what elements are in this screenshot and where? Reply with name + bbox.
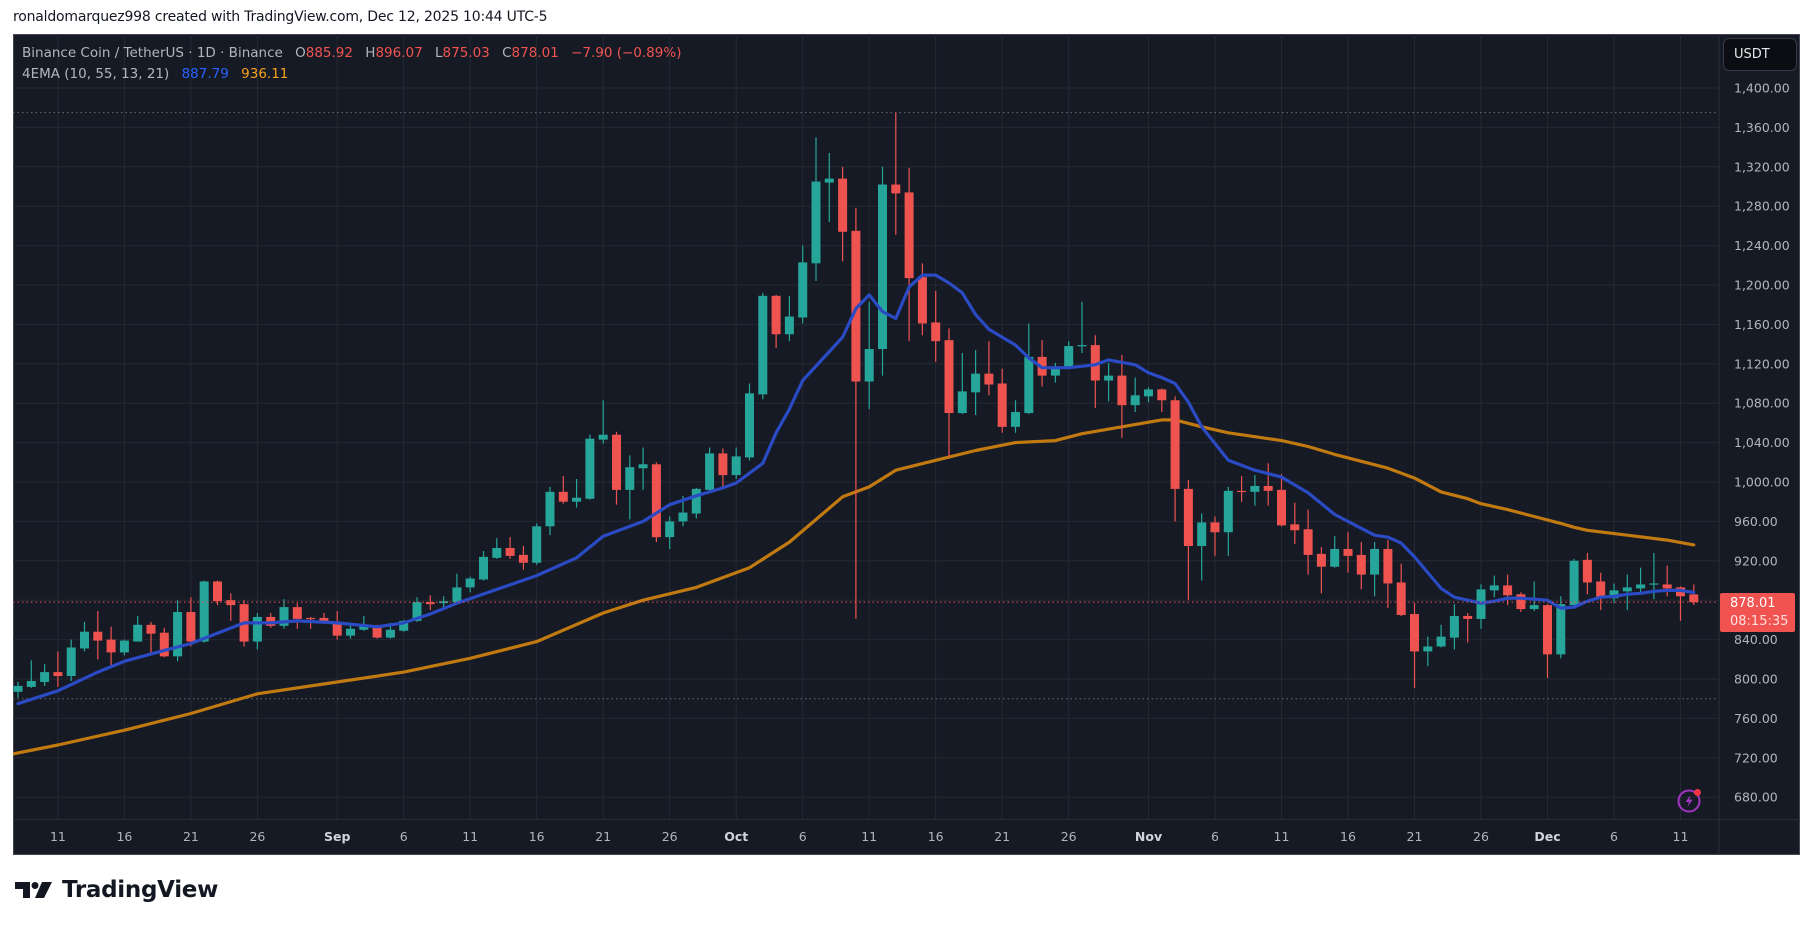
price-tick: 800.00	[1734, 672, 1778, 687]
close-label: C	[502, 45, 512, 61]
time-tick: 11	[1274, 829, 1290, 844]
current-price-value: 878.01	[1730, 596, 1776, 611]
time-tick: 6	[799, 829, 807, 844]
tradingview-logo-text: TradingView	[62, 877, 219, 903]
time-tick: 26	[1061, 829, 1077, 844]
grid-lines	[13, 34, 1719, 819]
symbol-row: Binance Coin / TetherUS · 1D · Binance O…	[22, 44, 681, 65]
bar-countdown: 08:15:35	[1730, 614, 1789, 629]
price-tick: 680.00	[1734, 790, 1778, 805]
dotted-levels	[13, 112, 1719, 700]
price-axis[interactable]: 1,400.00 1,360.00 1,320.00 1,280.00 1,240.00…	[1734, 81, 1790, 805]
price-tick: 1,160.00	[1734, 317, 1790, 332]
time-tick: 11	[861, 829, 877, 844]
time-tick: 6	[1211, 829, 1219, 844]
price-tick: 920.00	[1734, 553, 1778, 568]
time-tick: 11	[50, 829, 66, 844]
price-tick: 840.00	[1734, 632, 1778, 647]
time-axis[interactable]: 11 16 21 26 Sep 6 11 16 21 26 Oct 6 11 16 21 26 Nov 6 11 16…	[50, 829, 1689, 844]
time-tick: 6	[400, 829, 408, 844]
change-value: −7.90 (−0.89%)	[571, 45, 682, 61]
price-tick: 1,080.00	[1734, 396, 1790, 411]
time-tick: Sep	[324, 829, 350, 844]
tradingview-logo-icon	[15, 882, 52, 898]
time-tick: 26	[662, 829, 678, 844]
low-label: L	[435, 45, 443, 61]
candles	[13, 112, 1699, 698]
time-tick: Oct	[724, 829, 748, 844]
time-tick: 26	[1473, 829, 1489, 844]
price-tick: 960.00	[1734, 514, 1778, 529]
price-tick: 1,120.00	[1734, 356, 1790, 371]
indicator-title[interactable]: 4EMA (10, 55, 13, 21)	[22, 66, 170, 82]
price-tick: 1,360.00	[1734, 120, 1790, 135]
price-tick: 1,040.00	[1734, 435, 1790, 450]
price-tick: 1,000.00	[1734, 475, 1790, 490]
time-tick: 21	[1407, 829, 1423, 844]
tradingview-logo[interactable]: TradingView	[15, 874, 218, 906]
time-tick: Dec	[1534, 829, 1560, 844]
time-tick: 16	[928, 829, 944, 844]
price-tick: 1,400.00	[1734, 81, 1790, 96]
current-price-label: 878.01 08:15:35	[1720, 593, 1795, 632]
time-tick: 21	[183, 829, 199, 844]
open-value: 885.92	[305, 45, 353, 61]
high-label: H	[365, 45, 376, 61]
time-tick: 16	[529, 829, 545, 844]
high-value: 896.07	[375, 45, 423, 61]
time-tick: 26	[249, 829, 265, 844]
close-value: 878.01	[511, 45, 559, 61]
time-tick: 16	[1340, 829, 1356, 844]
low-value: 875.03	[442, 45, 490, 61]
ema-slow-value: 936.11	[241, 66, 289, 82]
time-tick: 11	[1673, 829, 1689, 844]
chart-legend: Binance Coin / TetherUS · 1D · Binance O…	[22, 44, 681, 86]
time-tick: 16	[116, 829, 132, 844]
price-tick: 720.00	[1734, 750, 1778, 765]
currency-button[interactable]: USDT	[1723, 38, 1797, 71]
price-tick: 1,280.00	[1734, 199, 1790, 214]
ema-fast-line	[16, 273, 1696, 706]
lightning-icon[interactable]	[1677, 787, 1703, 813]
open-label: O	[295, 45, 306, 61]
price-tick: 1,200.00	[1734, 278, 1790, 293]
attribution-text: ronaldomarquez998 created with TradingVi…	[13, 9, 548, 25]
price-tick: 1,240.00	[1734, 238, 1790, 253]
candlestick-chart[interactable]: 1,400.00 1,360.00 1,320.00 1,280.00 1,240.00…	[13, 34, 1800, 855]
time-tick: 21	[595, 829, 611, 844]
time-tick: Nov	[1135, 829, 1162, 844]
indicator-row: 4EMA (10, 55, 13, 21) 887.79 936.11	[22, 65, 681, 86]
time-tick: 6	[1610, 829, 1618, 844]
price-tick: 760.00	[1734, 711, 1778, 726]
time-tick: 21	[994, 829, 1010, 844]
price-tick: 1,320.00	[1734, 159, 1790, 174]
time-tick: 11	[462, 829, 478, 844]
ema-fast-value: 887.79	[181, 66, 229, 82]
symbol-title[interactable]: Binance Coin / TetherUS · 1D · Binance	[22, 45, 283, 61]
